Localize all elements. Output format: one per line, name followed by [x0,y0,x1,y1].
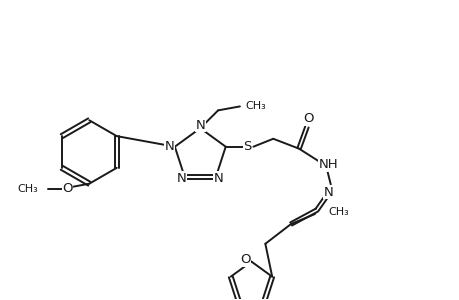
Text: CH₃: CH₃ [328,207,349,217]
Text: O: O [62,182,73,195]
Text: CH₃: CH₃ [245,101,266,111]
Text: N: N [176,172,186,185]
Text: N: N [323,186,333,199]
Text: NH: NH [318,158,338,171]
Text: S: S [243,140,251,153]
Text: N: N [165,140,174,153]
Text: CH₃: CH₃ [17,184,38,194]
Text: O: O [303,112,313,125]
Text: O: O [240,253,250,266]
Text: N: N [195,119,205,132]
Text: N: N [213,172,224,185]
